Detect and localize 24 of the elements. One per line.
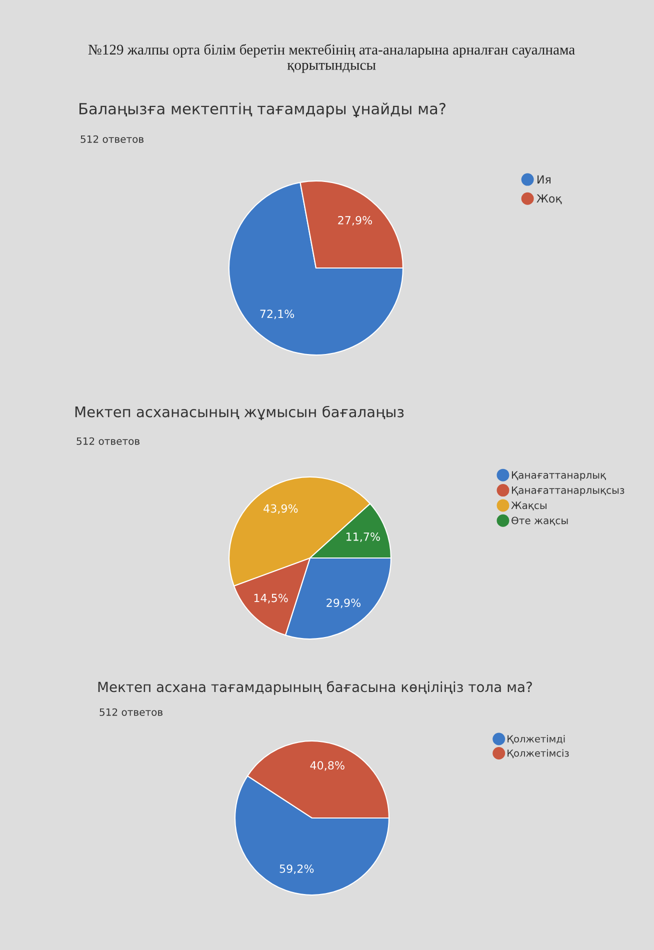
data-label: 40,8% xyxy=(310,761,344,771)
legend-label: Жоқ xyxy=(536,194,562,204)
legend-label: Ия xyxy=(538,175,550,184)
legend-label: Қанағаттанарлықсыз xyxy=(512,486,624,496)
text: №129 жалпы орта білім беретін мектебінің ата-аналарына арналған сауалнама қорытындысы xyxy=(88,44,575,73)
data-label: 43,9% xyxy=(264,504,298,514)
data-label: 29,9% xyxy=(326,598,361,608)
legend-label: Қанағаттанарлық xyxy=(512,471,606,481)
data-label: 72,1% xyxy=(260,310,294,320)
legend-label: Қолжетімді xyxy=(508,735,565,744)
data-label: 14,5% xyxy=(254,594,288,604)
legend-label: Жақсы xyxy=(511,502,546,510)
legend-label: Өте жақсы xyxy=(512,516,568,526)
chart-title: Мектеп асханасының жұмысын бағалаңыз xyxy=(75,406,404,420)
text: 512 ответов xyxy=(76,437,140,445)
data-label: 11,7% xyxy=(346,532,380,542)
pie-slice xyxy=(228,182,404,356)
legend-label: Қолжетімсіз xyxy=(508,749,569,758)
data-label: 27,9% xyxy=(338,216,372,226)
chart-title: Мектеп асхана тағамдарының бағасына көңіліңіз тола ма? xyxy=(98,681,532,695)
text: 512 ответов xyxy=(80,135,144,143)
chart-title: Балаңызға мектептің тағамдары ұнайды ма? xyxy=(80,102,446,118)
data-label: 59,2% xyxy=(280,864,314,874)
text: 512 ответов xyxy=(100,708,162,716)
